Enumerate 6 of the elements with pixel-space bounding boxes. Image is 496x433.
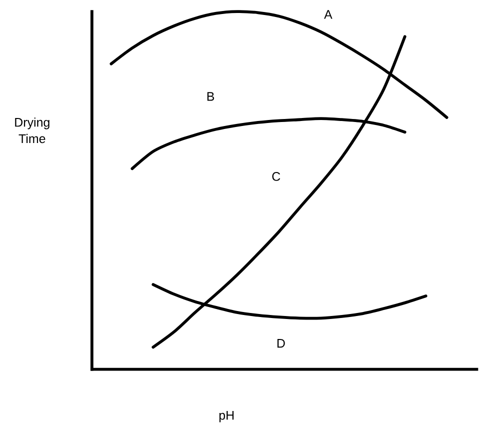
- x-axis-title: pH: [219, 411, 234, 422]
- annotation: C: [272, 172, 280, 181]
- annotation: B: [207, 92, 214, 101]
- annotation: D: [277, 339, 285, 348]
- y-axis-title: Drying Time: [15, 118, 50, 144]
- annotation: A: [324, 10, 332, 19]
